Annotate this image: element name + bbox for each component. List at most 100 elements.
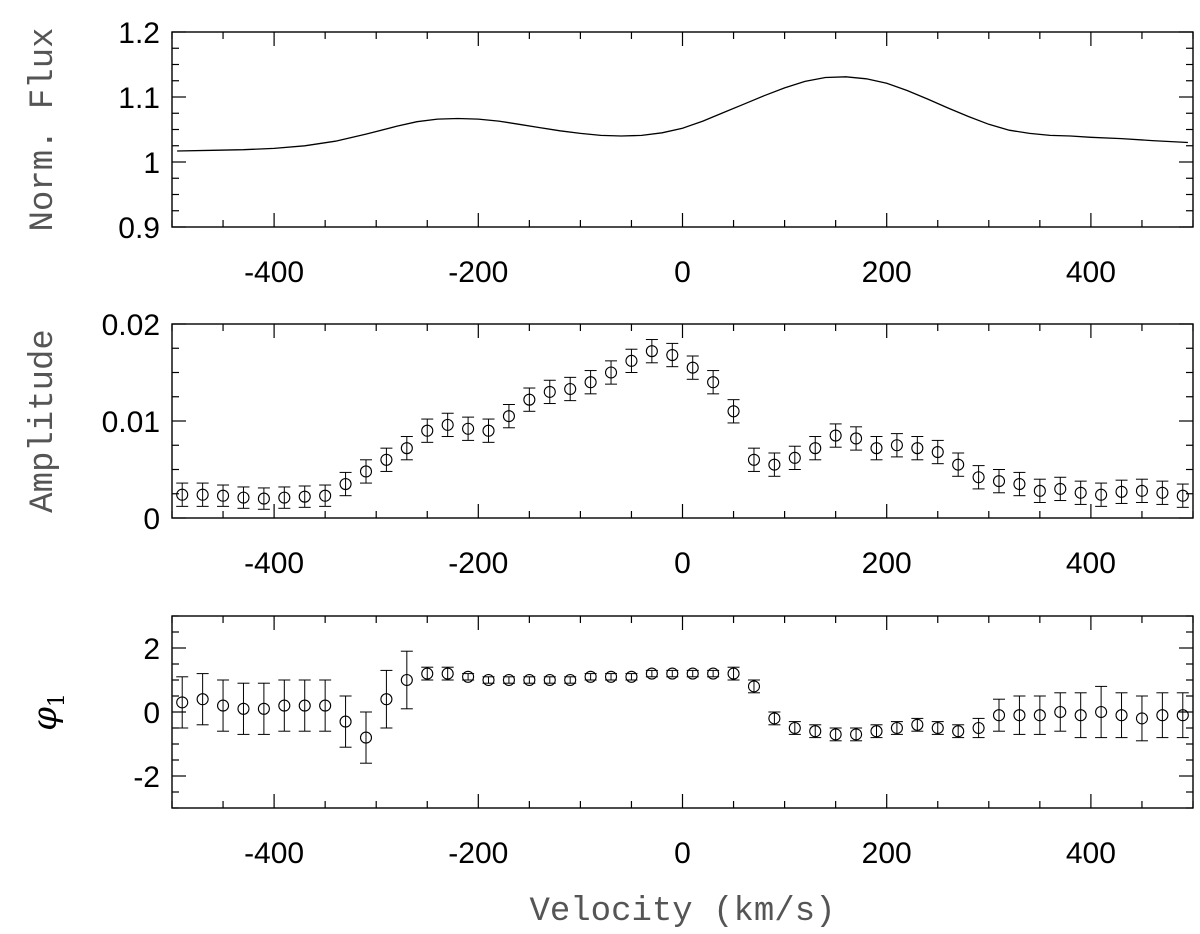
y-tick-label: 0.02 bbox=[102, 309, 160, 342]
data-point bbox=[1135, 712, 1148, 725]
y-tick-label: 0 bbox=[143, 697, 160, 730]
data-point bbox=[400, 442, 413, 455]
x-tick-label: 0 bbox=[674, 837, 691, 870]
data-point bbox=[952, 725, 965, 738]
y-axis-label-subscript: 1 bbox=[45, 693, 70, 707]
data-point bbox=[359, 731, 373, 744]
data-point bbox=[298, 699, 311, 712]
data-point bbox=[176, 488, 189, 501]
data-point bbox=[278, 699, 291, 712]
data-point bbox=[237, 491, 250, 504]
data-point bbox=[462, 422, 475, 435]
data-point bbox=[952, 458, 965, 471]
x-axis-label: Velocity (km/s) bbox=[529, 893, 835, 931]
data-point bbox=[217, 489, 230, 502]
data-point bbox=[870, 442, 883, 455]
data-point bbox=[666, 667, 679, 680]
data-point bbox=[707, 667, 720, 680]
data-point bbox=[237, 702, 250, 715]
data-point bbox=[502, 410, 515, 423]
y-tick-label: -2 bbox=[133, 761, 160, 794]
data-point bbox=[727, 405, 740, 418]
x-tick-label: -400 bbox=[244, 256, 304, 289]
data-point bbox=[319, 699, 332, 712]
data-point bbox=[1074, 486, 1087, 499]
data-point bbox=[931, 721, 944, 735]
data-point bbox=[1156, 486, 1169, 499]
data-point bbox=[176, 696, 189, 709]
data-point bbox=[482, 424, 495, 437]
data-point bbox=[1115, 709, 1128, 722]
data-point bbox=[768, 712, 781, 725]
data-point bbox=[809, 442, 822, 455]
x-tick-label: -200 bbox=[448, 256, 508, 289]
data-point bbox=[850, 728, 863, 741]
x-tick-label: 200 bbox=[862, 547, 912, 580]
data-point bbox=[707, 376, 720, 389]
x-tick-label: 200 bbox=[862, 256, 912, 289]
data-point bbox=[217, 699, 230, 712]
data-point bbox=[1054, 705, 1067, 719]
y-axis-label: Amplitude bbox=[25, 329, 63, 513]
x-tick-label: -400 bbox=[244, 547, 304, 580]
data-point bbox=[196, 488, 209, 501]
data-point bbox=[564, 673, 577, 687]
data-point bbox=[1095, 488, 1108, 501]
data-point bbox=[421, 424, 434, 437]
data-point bbox=[768, 458, 781, 471]
data-point bbox=[625, 670, 638, 683]
data-point bbox=[298, 490, 311, 503]
data-point bbox=[645, 667, 658, 680]
data-point bbox=[421, 667, 434, 680]
flux-profile-line bbox=[177, 76, 1188, 152]
data-point bbox=[686, 361, 699, 374]
data-point bbox=[890, 721, 903, 735]
x-tick-label: 0 bbox=[674, 256, 691, 289]
x-tick-label: -200 bbox=[448, 547, 508, 580]
data-point bbox=[196, 693, 209, 706]
data-point bbox=[972, 471, 985, 484]
y-tick-label: 1.2 bbox=[118, 17, 160, 50]
data-point bbox=[257, 492, 270, 505]
plot-frame bbox=[171, 31, 1194, 228]
data-point bbox=[400, 673, 413, 687]
data-point bbox=[1176, 489, 1189, 502]
y-tick-label: 0.01 bbox=[102, 406, 160, 439]
data-point bbox=[359, 465, 373, 478]
x-tick-label: -400 bbox=[244, 837, 304, 870]
data-point bbox=[482, 673, 495, 687]
data-point bbox=[1156, 709, 1169, 722]
data-point bbox=[809, 725, 822, 738]
data-point bbox=[788, 721, 801, 735]
x-tick-label: 200 bbox=[862, 837, 912, 870]
data-point bbox=[727, 667, 740, 680]
data-point bbox=[850, 432, 863, 445]
data-point bbox=[584, 376, 597, 389]
data-point bbox=[278, 491, 291, 504]
panel-phase: -400 -200 0 200 400 -2 0 2 φ1 bbox=[25, 615, 1194, 870]
data-point bbox=[829, 728, 842, 741]
data-point bbox=[523, 673, 536, 687]
data-point bbox=[1013, 709, 1026, 722]
data-point bbox=[1176, 709, 1189, 722]
y-axis-label: φ1 bbox=[25, 693, 70, 731]
data-point bbox=[931, 445, 944, 459]
data-point bbox=[462, 670, 475, 683]
data-point bbox=[645, 345, 658, 358]
data-point bbox=[319, 489, 332, 502]
x-tick-label: 0 bbox=[674, 547, 691, 580]
data-point bbox=[339, 715, 352, 728]
data-point bbox=[666, 348, 679, 362]
x-tick-label: 400 bbox=[1066, 837, 1116, 870]
y-tick-label: 0.9 bbox=[118, 212, 160, 245]
x-tick-label: 400 bbox=[1066, 547, 1116, 580]
data-point bbox=[523, 393, 536, 406]
y-tick-label: 1.1 bbox=[118, 82, 160, 115]
data-point bbox=[1013, 477, 1026, 491]
data-point bbox=[788, 451, 801, 464]
data-point bbox=[1074, 709, 1087, 722]
data-point bbox=[870, 725, 883, 738]
data-point bbox=[747, 453, 761, 466]
x-tick-label: 400 bbox=[1066, 256, 1116, 289]
data-point bbox=[1033, 484, 1046, 497]
